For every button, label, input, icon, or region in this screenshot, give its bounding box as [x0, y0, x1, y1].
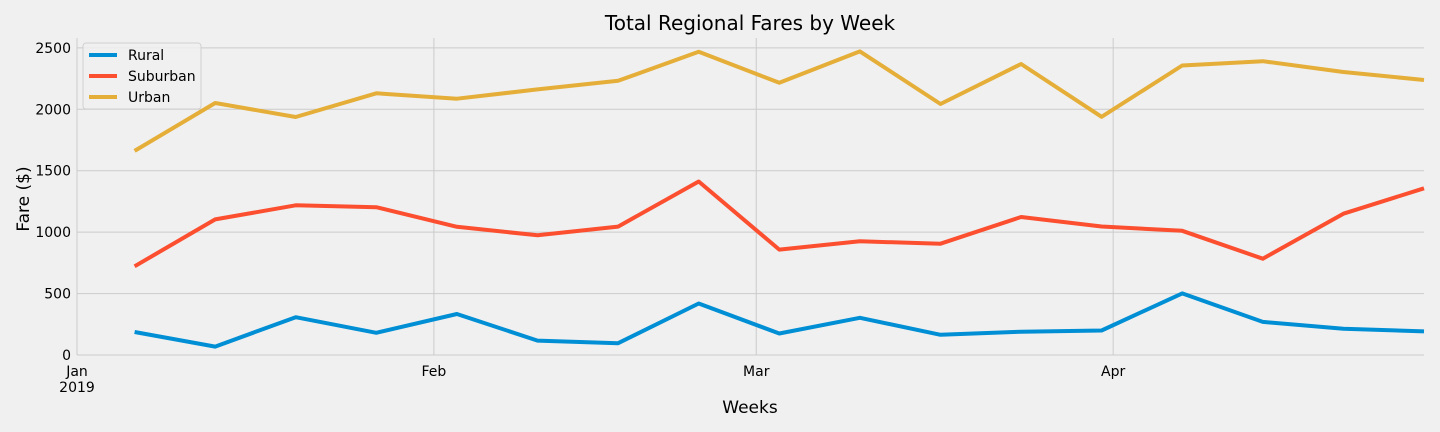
chart-title: Total Regional Fares by Week — [604, 11, 896, 35]
y-axis-label: Fare ($) — [14, 166, 34, 231]
y-tick-label: 2000 — [35, 102, 71, 118]
x-axis-label: Weeks — [722, 398, 778, 418]
series-line-rural — [134, 291, 1425, 349]
series-lines — [133, 49, 1425, 349]
y-tick-labels: 0 500 1000 1500 2000 2500 — [35, 41, 71, 364]
y-tick-label: 2500 — [35, 41, 71, 57]
x-tick-label: Feb — [421, 364, 446, 380]
y-tick-label: 0 — [62, 348, 71, 364]
legend-label-suburban: Suburban — [128, 69, 196, 85]
legend-label-urban: Urban — [128, 90, 170, 106]
legend-box — [82, 42, 202, 110]
y-tick-label: 500 — [44, 287, 71, 303]
x-tick-label: Mar — [743, 364, 770, 380]
series-line-suburban — [133, 179, 1425, 269]
x-tick-label: Jan — [65, 364, 88, 380]
gridlines — [76, 38, 1424, 356]
y-tick-label: 1500 — [35, 164, 71, 180]
legend: Rural Suburban Urban — [82, 42, 202, 110]
y-tick-label: 1000 — [35, 225, 71, 241]
x-tick-sublabel: 2019 — [59, 380, 95, 396]
series-line-urban — [133, 49, 1425, 153]
x-tick-label: Apr — [1101, 364, 1125, 380]
legend-label-rural: Rural — [128, 48, 164, 64]
